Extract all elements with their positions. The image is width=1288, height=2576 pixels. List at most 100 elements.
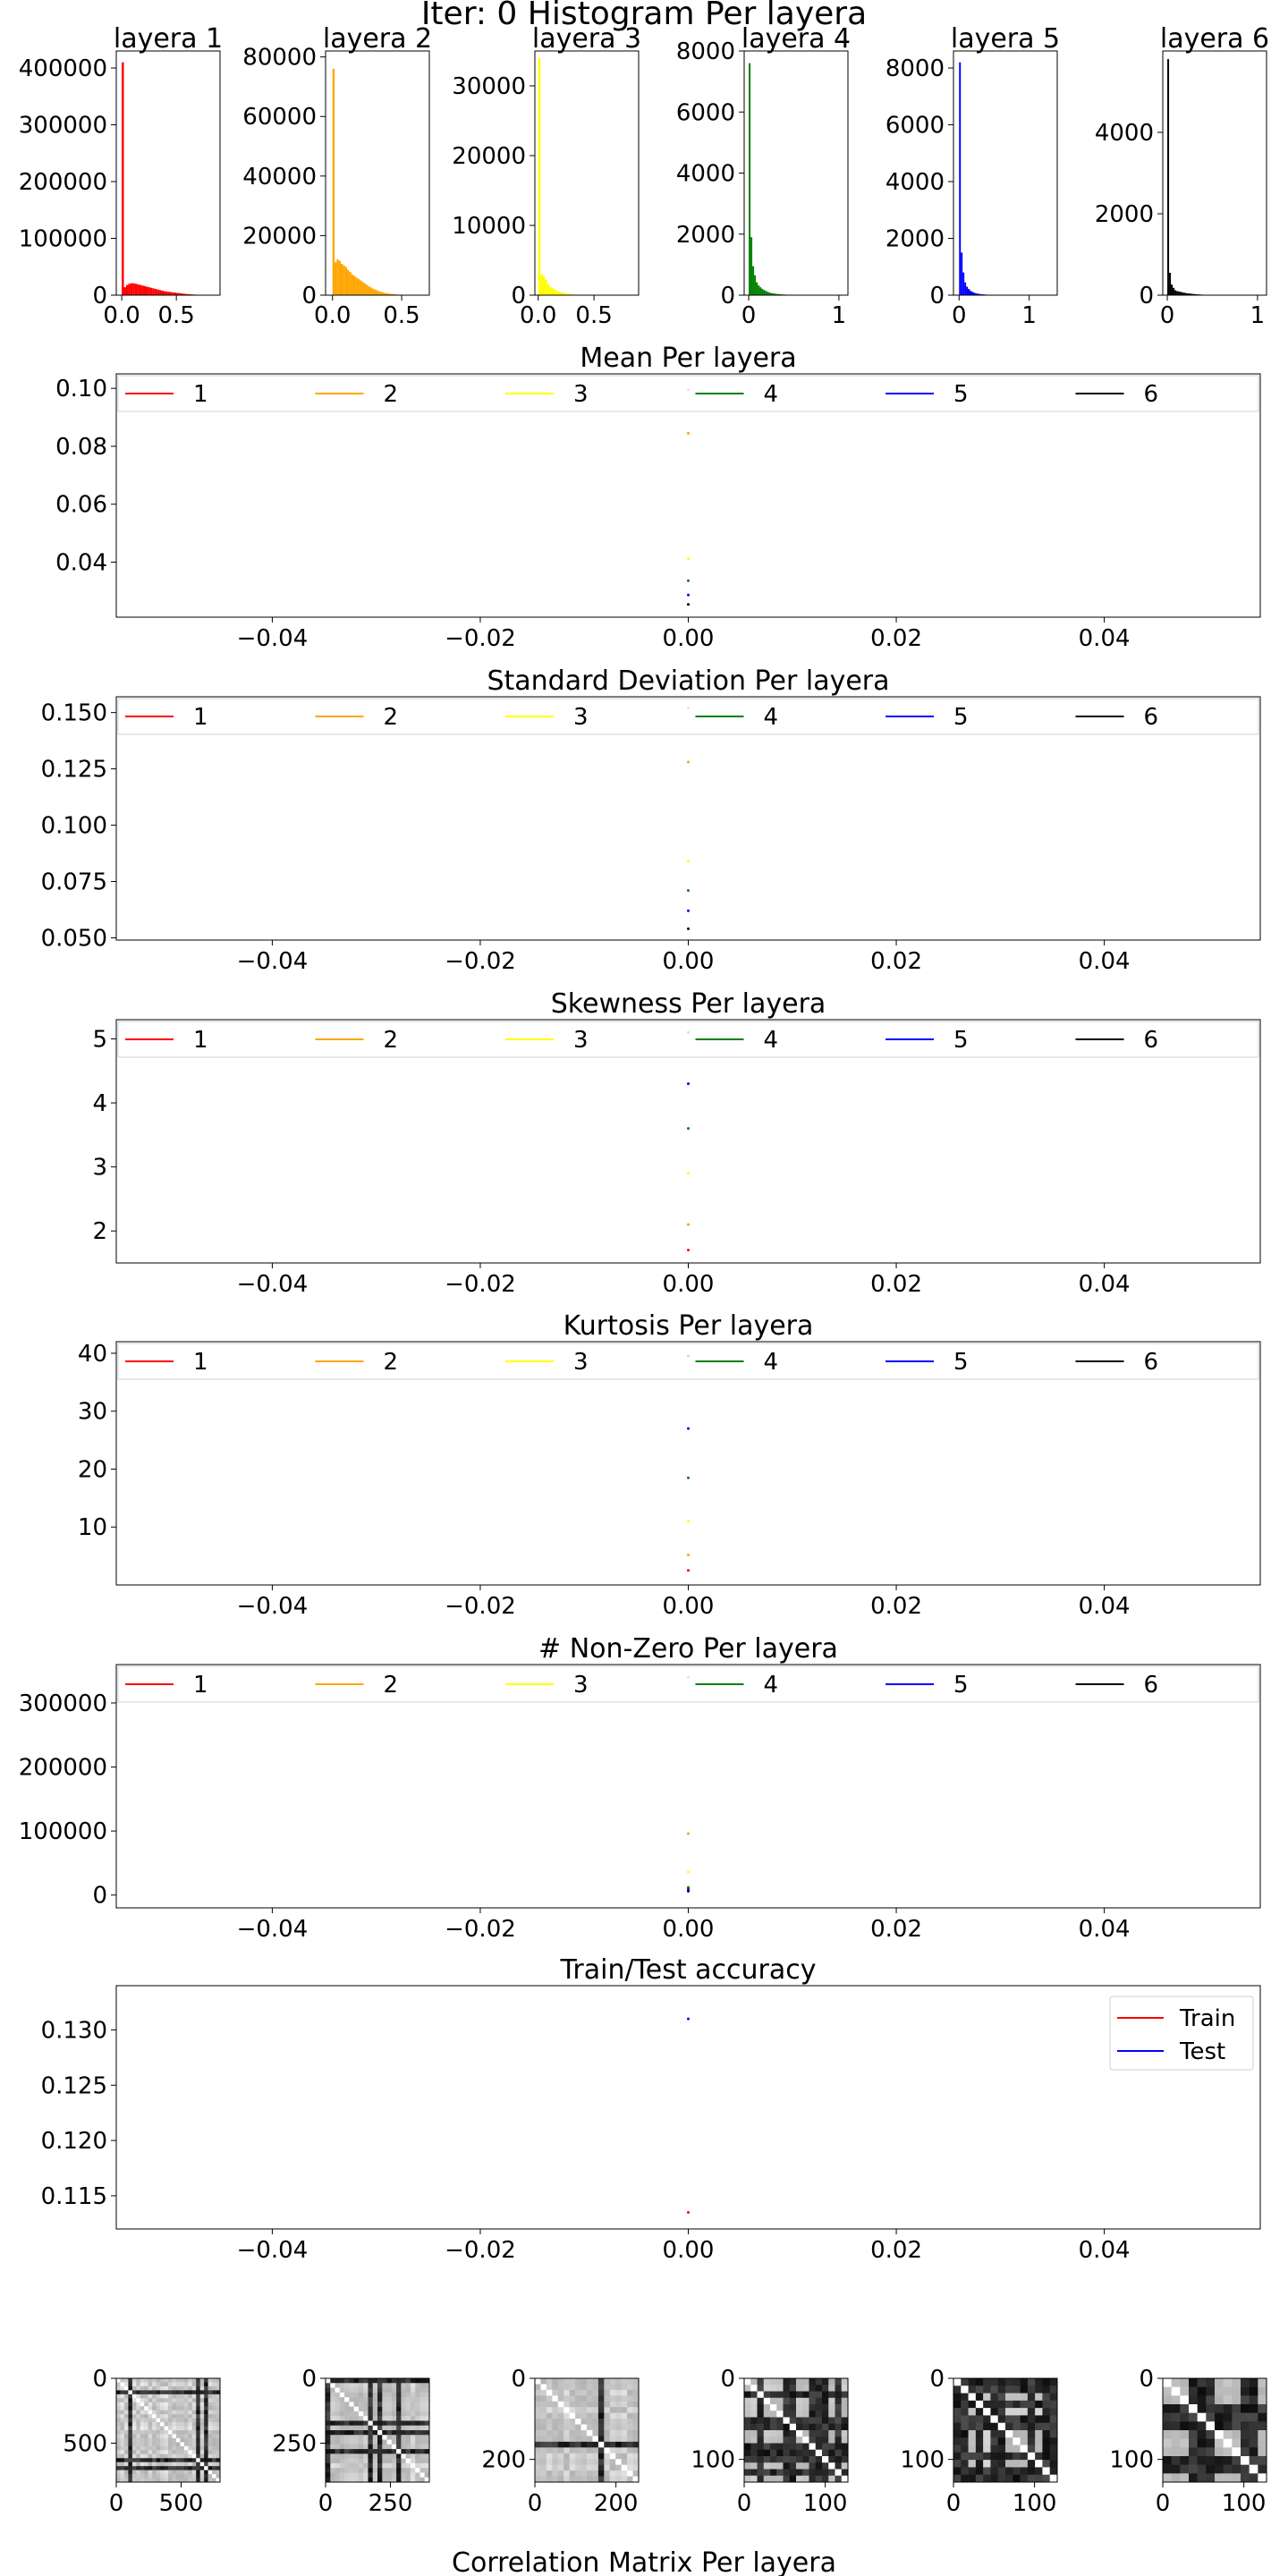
heatmap-cell [757,2430,765,2437]
heatmap-cell [183,2426,189,2431]
heatmap-cell [789,2475,797,2483]
heatmap-cell [136,2402,141,2407]
heatmap-cell [401,2430,406,2436]
heatmap-cell [172,2445,177,2451]
heatmap-cell [368,2430,374,2436]
heatmap-cell [136,2437,141,2443]
x-tick-label: 0.0 [314,302,351,329]
heatmap-cell [419,2420,426,2427]
heatmap-cell [386,2416,393,2421]
heatmap-cell [368,2411,374,2417]
heatmap-cell [1005,2467,1013,2476]
heatmap-cell [546,2378,553,2385]
heatmap-cell [339,2477,345,2483]
heatmap-cell [609,2378,616,2385]
heatmap-cell [358,2444,364,2450]
heatmap-cell [822,2385,829,2392]
histogram-bar [1189,293,1191,295]
heatmap-cell [140,2390,145,2395]
heatmap-cell [349,2392,354,2398]
heatmap-cell [188,2458,193,2462]
heatmap-cell [216,2406,221,2411]
heatmap-cell [140,2437,145,2443]
heatmap-cell [148,2418,153,2423]
heatmap-cell [196,2426,200,2431]
heatmap-cell [1020,2452,1029,2461]
heatmap-cell [204,2445,208,2451]
heatmap-cell [975,2445,984,2453]
heatmap-cell [1241,2421,1250,2431]
heatmap-cell [983,2378,991,2386]
heatmap-cell [415,2472,420,2479]
heatmap-cell [164,2382,169,2387]
heatmap-cell [175,2445,181,2451]
heatmap-cell [410,2468,416,2473]
heatmap-cell [382,2406,387,2412]
heatmap-cell [372,2392,378,2398]
x-tick-label: 0.04 [1079,625,1131,652]
heatmap-cell [140,2466,145,2470]
x-tick-label: 0 [1160,302,1175,329]
heatmap-cell [1005,2437,1013,2445]
heatmap-cell [597,2447,605,2454]
heatmap-cell [140,2474,145,2479]
heatmap-cell [140,2430,145,2435]
heatmap-cell [353,2387,360,2394]
heatmap-cell [363,2378,369,2384]
histogram-bar [134,284,138,295]
heatmap-cell [1013,2378,1021,2386]
heatmap-cell [144,2394,148,2399]
heatmap-cell [349,2416,354,2421]
heatmap-cell [627,2378,633,2385]
heatmap-cell [968,2474,977,2483]
heatmap-cell [415,2468,420,2473]
legend-label: 2 [384,704,399,731]
heatmap-cell [136,2450,141,2455]
heatmap-cell [144,2402,148,2407]
histogram-bar [165,291,168,295]
heatmap-cell [424,2477,430,2483]
heatmap-cell [116,2418,121,2423]
series-point-3 [687,1870,690,1874]
heatmap-cell [609,2470,616,2477]
heatmap-cell [1163,2378,1172,2387]
heatmap-cell [546,2453,553,2460]
heatmap-cell [377,2383,383,2388]
heatmap-cell [401,2411,406,2417]
heatmap-cell [212,2418,216,2423]
y-tick-label: 6000 [676,99,735,126]
heatmap-cell [204,2466,208,2470]
heatmap-cell [335,2458,341,2464]
heatmap-cell [597,2389,605,2396]
x-tick-label: 0.04 [1079,1916,1131,1943]
heatmap-cell [621,2464,628,2471]
x-tick-label: 0.00 [663,1916,715,1943]
heatmap-cell [415,2462,420,2469]
x-tick-label: 0.02 [870,1916,922,1943]
heatmap-cell [128,2466,133,2470]
heatmap-cell [580,2464,588,2471]
heatmap-cell [744,2411,751,2418]
heatmap-cell [148,2378,153,2383]
heatmap-cell [632,2464,640,2471]
heatmap-cell [552,2401,559,2408]
heatmap-cell [168,2406,173,2411]
heatmap-cell [204,2470,208,2475]
legend-label: 4 [764,1027,779,1054]
heatmap-cell [330,2468,335,2473]
heatmap-cell [604,2389,611,2396]
heatmap-cell [204,2437,208,2443]
heatmap-cell [953,2460,962,2468]
heatmap-cell [609,2412,616,2419]
heatmap-cell [326,2444,331,2450]
heatmap-cell [344,2378,350,2384]
histogram-bar [349,272,352,295]
heatmap-cell [410,2444,416,2450]
heatmap-cell [783,2378,791,2385]
heatmap-cell [330,2378,335,2384]
heatmap-cell [120,2390,125,2395]
heatmap-cell [148,2382,153,2387]
heatmap-cell [763,2411,771,2418]
heatmap-cell [358,2406,364,2412]
x-tick-label: 100 [1222,2490,1267,2517]
